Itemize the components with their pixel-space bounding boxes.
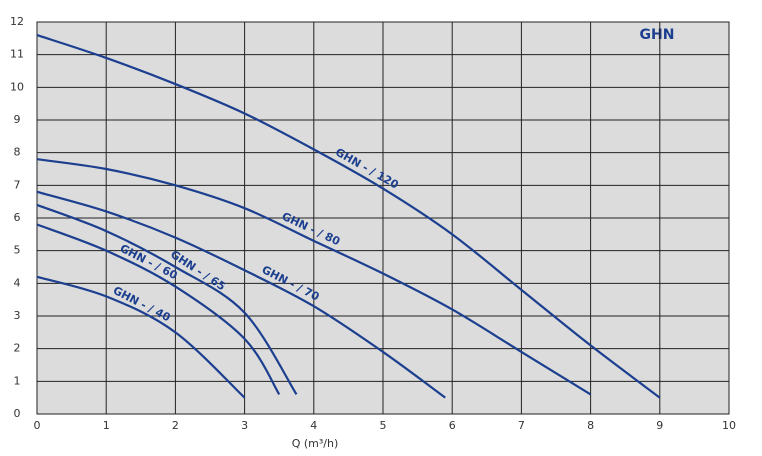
x-tick-label: 3 (241, 419, 248, 432)
curve (36, 158, 592, 396)
y-tick-label: 9 (14, 113, 21, 126)
x-axis-label: Q (m³/h) (292, 437, 339, 450)
y-tick-label: 3 (14, 309, 21, 322)
x-tick-label: 9 (656, 419, 663, 432)
y-tick-label: 10 (10, 80, 24, 93)
x-tick-label: 6 (449, 419, 456, 432)
curve (36, 190, 446, 399)
y-tick-label: 11 (10, 48, 24, 61)
x-tick-label: 0 (34, 419, 41, 432)
chart-title: GHN (640, 27, 675, 43)
curve (36, 34, 661, 399)
y-tick-label: 4 (14, 276, 21, 289)
y-tick-label: 8 (14, 146, 21, 159)
curve (36, 223, 281, 395)
x-tick-label: 1 (103, 419, 110, 432)
y-tick-label: 7 (14, 178, 21, 191)
y-tick-label: 0 (14, 407, 21, 420)
y-tick-label: 1 (14, 374, 21, 387)
x-tick-label: 10 (722, 419, 736, 432)
y-tick-label: 6 (14, 211, 21, 224)
y-tick-label: 5 (14, 244, 21, 257)
curve (36, 275, 246, 399)
x-tick-label: 5 (380, 419, 387, 432)
x-tick-label: 2 (172, 419, 179, 432)
x-tick-label: 7 (518, 419, 525, 432)
y-tick-label: 2 (14, 342, 21, 355)
y-tick-label: 12 (10, 15, 24, 28)
x-tick-label: 8 (587, 419, 594, 432)
x-tick-label: 4 (310, 419, 317, 432)
curve (36, 203, 298, 395)
